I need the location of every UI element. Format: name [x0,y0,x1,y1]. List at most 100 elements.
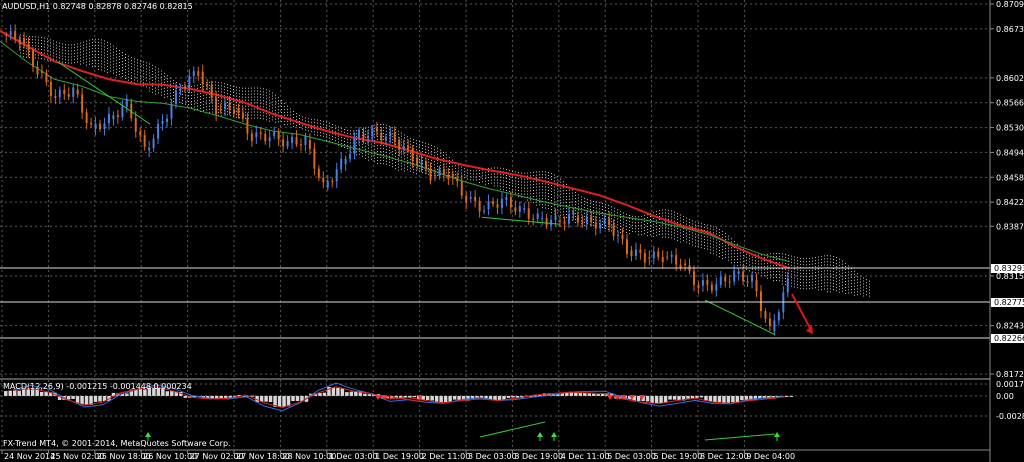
cloud-dot [56,50,57,52]
cloud-dot [581,211,582,213]
cloud-dot [695,224,696,226]
cloud-dot [836,272,837,274]
cloud-dot [347,129,348,131]
macd-bar [102,395,107,402]
cloud-dot [506,187,507,189]
cloud-dot [548,207,549,209]
cloud-dot [161,94,162,96]
cloud-dot [800,281,801,283]
cloud-dot [290,117,291,119]
cloud-dot [857,291,858,293]
cloud-dot [527,181,528,183]
cloud-dot [47,59,48,61]
cloud-dot [140,69,141,71]
cloud-dot [854,273,855,275]
cloud-dot [143,73,144,75]
cloud-dot [161,88,162,90]
cloud-dot [665,236,666,238]
level-label-0.82775: 0.82775 [994,298,1024,307]
macd-bar [331,387,336,396]
cloud-dot [809,285,810,287]
cloud-dot [605,224,606,226]
cloud-dot [593,212,594,214]
cloud-dot [794,283,795,285]
cloud-dot [143,61,144,63]
cloud-dot [218,87,219,89]
cloud-dot [743,263,744,265]
cloud-dot [401,144,402,146]
cloud-dot [785,263,786,265]
cloud-dot [500,188,501,190]
cloud-dot [563,181,564,183]
cloud-dot [110,43,111,45]
cloud-dot [50,39,51,41]
cloud-dot [680,217,681,219]
cloud-dot [557,197,558,199]
cloud-dot [203,95,204,97]
macd-bar [690,395,695,399]
cloud-dot [107,41,108,43]
price-axis-bg [990,0,1024,462]
cloud-dot [746,265,747,267]
cloud-dot [560,202,561,204]
cloud-dot [257,111,258,113]
cloud-dot [779,256,780,258]
cloud-dot [125,77,126,79]
cloud-dot [833,265,834,267]
cloud-dot [647,214,648,216]
cloud-dot [563,217,564,219]
cloud-dot [260,96,261,98]
cloud-dot [512,170,513,172]
cloud-dot [755,269,756,271]
candle-body [264,133,267,142]
cloud-dot [281,118,282,120]
cloud-dot [536,174,537,176]
cloud-dot [47,38,48,40]
candle-body [737,271,740,274]
cloud-dot [737,249,738,251]
time-tick-label: 9 Dec 04:00 [746,452,795,461]
candle-body [500,198,503,208]
cloud-dot [329,128,330,130]
cloud-dot [866,288,867,290]
cloud-dot [587,202,588,204]
cloud-dot [155,81,156,83]
cloud-dot [44,58,45,60]
cloud-dot [668,218,669,220]
cloud-dot [341,130,342,132]
cloud-dot [113,54,114,56]
cloud-dot [140,75,141,77]
cloud-dot [38,54,39,56]
cloud-dot [620,216,621,218]
cloud-dot [467,178,468,180]
cloud-dot [62,43,63,45]
cloud-dot [866,282,867,284]
time-tick-label: 27 Nov 18:00 [236,452,290,461]
cloud-dot [80,60,81,62]
cloud-dot [605,203,606,205]
candle-body [58,89,61,98]
candle-body [585,216,588,223]
cloud-dot [257,114,258,116]
cloud-dot [485,174,486,176]
cloud-dot [413,169,414,171]
cloud-dot [665,212,666,214]
cloud-dot [779,268,780,270]
cloud-dot [278,103,279,105]
cloud-dot [821,276,822,278]
candle-body [634,249,637,256]
cloud-dot [86,55,87,57]
macd-bar [434,395,439,403]
cloud-dot [773,268,774,270]
cloud-dot [785,269,786,271]
cloud-dot [272,107,273,109]
cloud-dot [587,205,588,207]
cloud-dot [137,65,138,67]
cloud-dot [842,266,843,268]
cloud-dot [869,280,870,282]
cloud-dot [677,224,678,226]
cloud-dot [632,218,633,220]
cloud-dot [836,266,837,268]
